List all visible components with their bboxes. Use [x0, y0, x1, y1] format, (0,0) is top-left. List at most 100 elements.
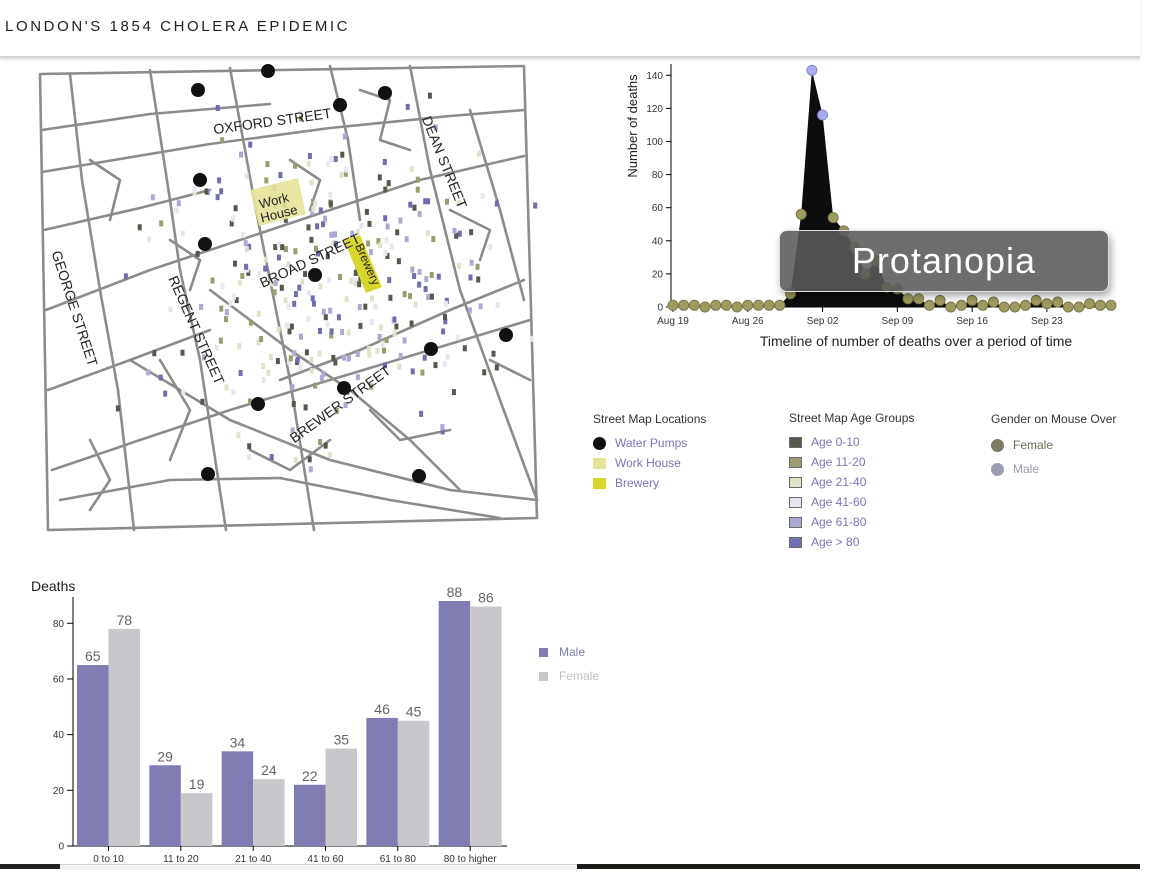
- timeline-point[interactable]: [731, 301, 743, 313]
- bar-marks[interactable]: 65 78 29 19 34 24 22 35 46 45 88 86: [77, 584, 502, 846]
- bar-female[interactable]: [470, 606, 502, 846]
- water-pump-icon[interactable]: [191, 83, 205, 97]
- timeline-point[interactable]: [934, 294, 946, 306]
- timeline-chart[interactable]: 0 20 40 60 80 100 120 140 Aug 19 Aug 26 Sep 02 Sep …: [620, 60, 1140, 360]
- bar-male[interactable]: [221, 751, 254, 846]
- legend-item-age-3[interactable]: Age 41-60: [789, 492, 914, 512]
- death-marker: [220, 137, 225, 144]
- timeline-point[interactable]: [678, 299, 690, 311]
- water-pumps[interactable]: [191, 64, 513, 483]
- timeline-point[interactable]: [795, 208, 807, 220]
- age-swatch: [789, 456, 802, 468]
- water-pump-icon[interactable]: [193, 173, 207, 187]
- water-pump-icon[interactable]: [337, 381, 351, 395]
- work-house-marker[interactable]: Work House: [250, 178, 306, 226]
- timeline-point[interactable]: [1052, 296, 1064, 308]
- timeline-point[interactable]: [1020, 299, 1031, 311]
- bar-female[interactable]: [253, 779, 285, 846]
- bar-male[interactable]: [149, 765, 181, 846]
- timeline-point[interactable]: [806, 64, 818, 76]
- legend-item-age-5[interactable]: Age > 80: [789, 532, 914, 552]
- timeline-point[interactable]: [667, 299, 679, 311]
- water-pump-icon[interactable]: [308, 268, 322, 282]
- timeline-point[interactable]: [753, 299, 764, 311]
- legend-gender-title: Gender on Mouse Over: [991, 412, 1117, 426]
- timeline-point[interactable]: [1009, 301, 1021, 313]
- bar-male[interactable]: [366, 717, 398, 846]
- water-pump-icon[interactable]: [499, 328, 513, 342]
- street-line: [68, 72, 136, 532]
- timeline-point[interactable]: [966, 294, 978, 306]
- water-pump-icon[interactable]: [378, 86, 392, 100]
- bar-female[interactable]: [397, 720, 430, 846]
- water-pump-icon[interactable]: [333, 98, 347, 112]
- legend-item-age-0[interactable]: Age 0-10: [789, 432, 914, 452]
- timeline-point[interactable]: [688, 299, 700, 311]
- timeline-point[interactable]: [1041, 298, 1053, 310]
- bar-male[interactable]: [438, 601, 471, 846]
- timeline-point[interactable]: [1062, 301, 1074, 313]
- bar-value-label: 88: [447, 584, 463, 600]
- timeline-point[interactable]: [763, 299, 775, 311]
- water-pump-icon[interactable]: [261, 64, 275, 78]
- timeline-point[interactable]: [1105, 299, 1117, 311]
- legend-item-female[interactable]: Female: [991, 433, 1116, 457]
- water-pump-icon[interactable]: [251, 397, 265, 411]
- timeline-point[interactable]: [1030, 294, 1042, 306]
- legend-item-water-pumps[interactable]: Water Pumps: [593, 433, 706, 453]
- water-pump-icon[interactable]: [412, 469, 426, 483]
- death-marker: [331, 354, 336, 361]
- timeline-point[interactable]: [827, 212, 839, 224]
- timeline-point[interactable]: [955, 299, 967, 311]
- deaths-bar-chart[interactable]: Deaths 0 20 40 60 80 0 to 10 11 to 20 21 to 40 4…: [20, 575, 520, 869]
- timeline-point[interactable]: [699, 301, 711, 313]
- water-pump-icon[interactable]: [424, 342, 438, 356]
- bar-male[interactable]: [294, 784, 326, 846]
- timeline-point[interactable]: [913, 293, 925, 305]
- legend-item-age-4[interactable]: Age 61-80: [789, 512, 914, 532]
- death-marker: [445, 353, 450, 360]
- timeline-point[interactable]: [1084, 298, 1096, 310]
- street-line: [468, 108, 526, 302]
- water-pump-icon[interactable]: [198, 237, 212, 251]
- bar-legend-male[interactable]: Male: [539, 640, 599, 664]
- street-map[interactable]: Work House Brewery OXFORD STREET DEAN ST…: [30, 60, 550, 540]
- horizontal-scrollbar[interactable]: [60, 864, 577, 870]
- death-marker: [333, 240, 338, 247]
- legend-item-age-2[interactable]: Age 21-40: [789, 472, 914, 492]
- bar-female[interactable]: [108, 628, 141, 846]
- bar-female[interactable]: [325, 748, 358, 846]
- death-marker: [333, 231, 337, 238]
- timeline-point[interactable]: [1073, 301, 1085, 313]
- death-marker: [415, 186, 420, 193]
- death-marker: [383, 215, 388, 222]
- bar-male[interactable]: [77, 665, 109, 846]
- timeline-point[interactable]: [742, 299, 754, 311]
- water-pump-icon[interactable]: [201, 467, 215, 481]
- street-map-canvas[interactable]: Work House Brewery OXFORD STREET DEAN ST…: [30, 60, 550, 540]
- timeline-point[interactable]: [977, 299, 989, 311]
- timeline-point[interactable]: [902, 293, 914, 305]
- bar-female[interactable]: [180, 793, 213, 846]
- legend-item-male[interactable]: Male: [991, 457, 1116, 481]
- death-marker: [309, 179, 314, 186]
- timeline-point[interactable]: [945, 301, 957, 313]
- bar-legend-female[interactable]: Female: [539, 664, 599, 688]
- legend-item-brewery[interactable]: Brewery: [593, 473, 706, 493]
- timeline-point[interactable]: [923, 299, 935, 311]
- deaths-bar-canvas[interactable]: Deaths 0 20 40 60 80 0 to 10 11 to 20 21 to 40 4…: [20, 575, 520, 869]
- death-marker: [283, 246, 288, 253]
- timeline-point[interactable]: [720, 299, 732, 311]
- timeline-point[interactable]: [1094, 299, 1106, 311]
- timeline-point[interactable]: [988, 296, 999, 308]
- timeline-canvas[interactable]: 0 20 40 60 80 100 120 140 Aug 19 Aug 26 Sep 02 Sep …: [620, 60, 1140, 360]
- death-marker: [355, 351, 360, 358]
- timeline-point[interactable]: [710, 299, 722, 311]
- timeline-point[interactable]: [774, 299, 786, 311]
- death-marker: [210, 277, 215, 284]
- timeline-point[interactable]: [998, 301, 1010, 313]
- legend-item-age-1[interactable]: Age 11-20: [789, 452, 914, 472]
- legend-item-work-house[interactable]: Work House: [593, 453, 706, 473]
- timeline-point[interactable]: [817, 109, 829, 121]
- x-tick-label: Aug 19: [657, 316, 689, 327]
